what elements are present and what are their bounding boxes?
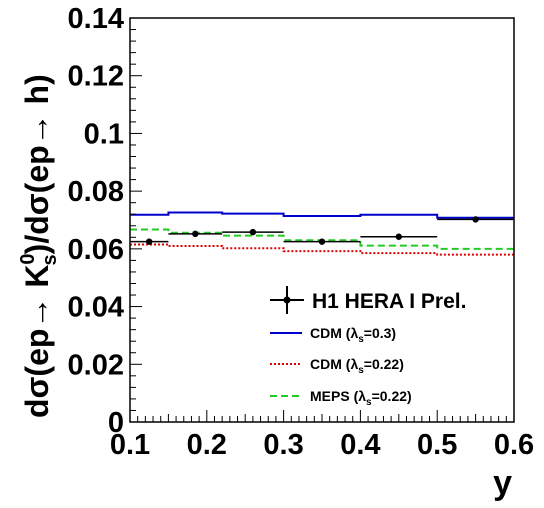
lambda-symbol: λ xyxy=(358,388,366,404)
y-tick-label: 0.02 xyxy=(68,349,124,381)
mc-curve-2 xyxy=(130,228,514,250)
data-marker xyxy=(146,238,153,245)
lambda-sub: s xyxy=(358,365,364,376)
y-tick-label: 0.1 xyxy=(84,118,124,150)
data-point-0 xyxy=(130,238,169,245)
legend-entry-meps: MEPS (λs=0.22) xyxy=(270,388,412,408)
mc-curves xyxy=(130,211,514,256)
data-point-1 xyxy=(168,230,223,238)
x-tick-label: 0.4 xyxy=(340,429,380,461)
lambda-symbol: λ xyxy=(350,325,358,341)
svg-text:CDM (λs=0.3): CDM (λs=0.3) xyxy=(310,325,396,345)
svg-text:CDM (λs=0.22): CDM (λs=0.22) xyxy=(310,356,404,376)
mc-curve-0 xyxy=(130,211,514,219)
y-tick-label: 0.08 xyxy=(68,176,124,208)
mc-curve-1 xyxy=(130,243,514,256)
data-marker xyxy=(249,228,257,236)
legend-label-data: H1 HERA I Prel. xyxy=(312,290,466,313)
y-axis-arrow-2: → xyxy=(19,113,55,145)
x-axis-title: y xyxy=(493,464,512,502)
x-tick-label: 0.1 xyxy=(110,429,150,461)
y-tick-label: 0.12 xyxy=(68,61,124,93)
lambda-sub: s xyxy=(366,397,372,408)
data-points xyxy=(130,216,514,245)
legend-entry-data: H1 HERA I Prel. xyxy=(270,286,466,314)
x-tick-label: 0.6 xyxy=(494,429,534,461)
lambda-value: =0.22) xyxy=(364,356,404,372)
y-axis-title-part-d: h) xyxy=(19,74,55,113)
x-tick-label: 0.2 xyxy=(187,429,227,461)
x-tick-label: 0.5 xyxy=(417,429,457,461)
lambda-value: =0.3) xyxy=(364,325,396,341)
y-tick-label: 0 xyxy=(108,407,124,439)
y-axis-title-sup: 0 xyxy=(17,253,39,264)
svg-text:dσ(ep→ K0s)/dσ(ep→ h): dσ(ep→ K0s)/dσ(ep→ h) xyxy=(17,74,61,418)
y-axis-title: dσ(ep→ K0s)/dσ(ep→ h) xyxy=(17,74,61,418)
lambda-value: =0.22) xyxy=(372,388,412,404)
svg-text:MEPS (λs=0.22): MEPS (λs=0.22) xyxy=(310,388,412,408)
data-marker xyxy=(395,233,402,240)
data-point-4 xyxy=(360,233,438,240)
axis-ticks xyxy=(129,17,515,423)
legend-label-meps: MEPS ( xyxy=(310,388,359,404)
y-axis-title-part-a: dσ(ep xyxy=(19,329,55,418)
y-axis-arrow-1: → xyxy=(19,288,55,329)
y-axis-title-sub: s xyxy=(39,254,61,265)
data-marker xyxy=(472,216,479,223)
data-point-2 xyxy=(222,228,284,236)
data-point-3 xyxy=(283,238,361,245)
legend-entry-cdm-03: CDM (λs=0.3) xyxy=(270,325,396,345)
x-tick-labels: 0.1 0.2 0.3 0.4 0.5 0.6 xyxy=(110,429,534,461)
legend-label-cdm-022: CDM ( xyxy=(310,356,351,372)
legend-entry-cdm-022: CDM (λs=0.22) xyxy=(270,356,404,376)
data-marker xyxy=(318,238,326,245)
y-axis-title-part-c: )/dσ(ep xyxy=(19,145,55,254)
legend-label-cdm-03: CDM ( xyxy=(310,325,351,341)
y-tick-label: 0.14 xyxy=(68,3,124,35)
data-point-5 xyxy=(437,216,514,223)
lambda-symbol: λ xyxy=(350,356,358,372)
legend: H1 HERA I Prel. CDM (λs=0.3) CDM (λs=0.2… xyxy=(270,286,466,408)
y-tick-label: 0.04 xyxy=(68,292,124,324)
y-tick-labels: 0 0.02 0.04 0.06 0.08 0.1 0.12 0.14 xyxy=(68,3,124,439)
x-tick-label: 0.3 xyxy=(263,429,303,461)
data-marker xyxy=(192,230,199,238)
lambda-sub: s xyxy=(358,334,364,345)
y-axis-title-part-b: K xyxy=(19,265,55,288)
y-tick-label: 0.06 xyxy=(68,234,124,266)
